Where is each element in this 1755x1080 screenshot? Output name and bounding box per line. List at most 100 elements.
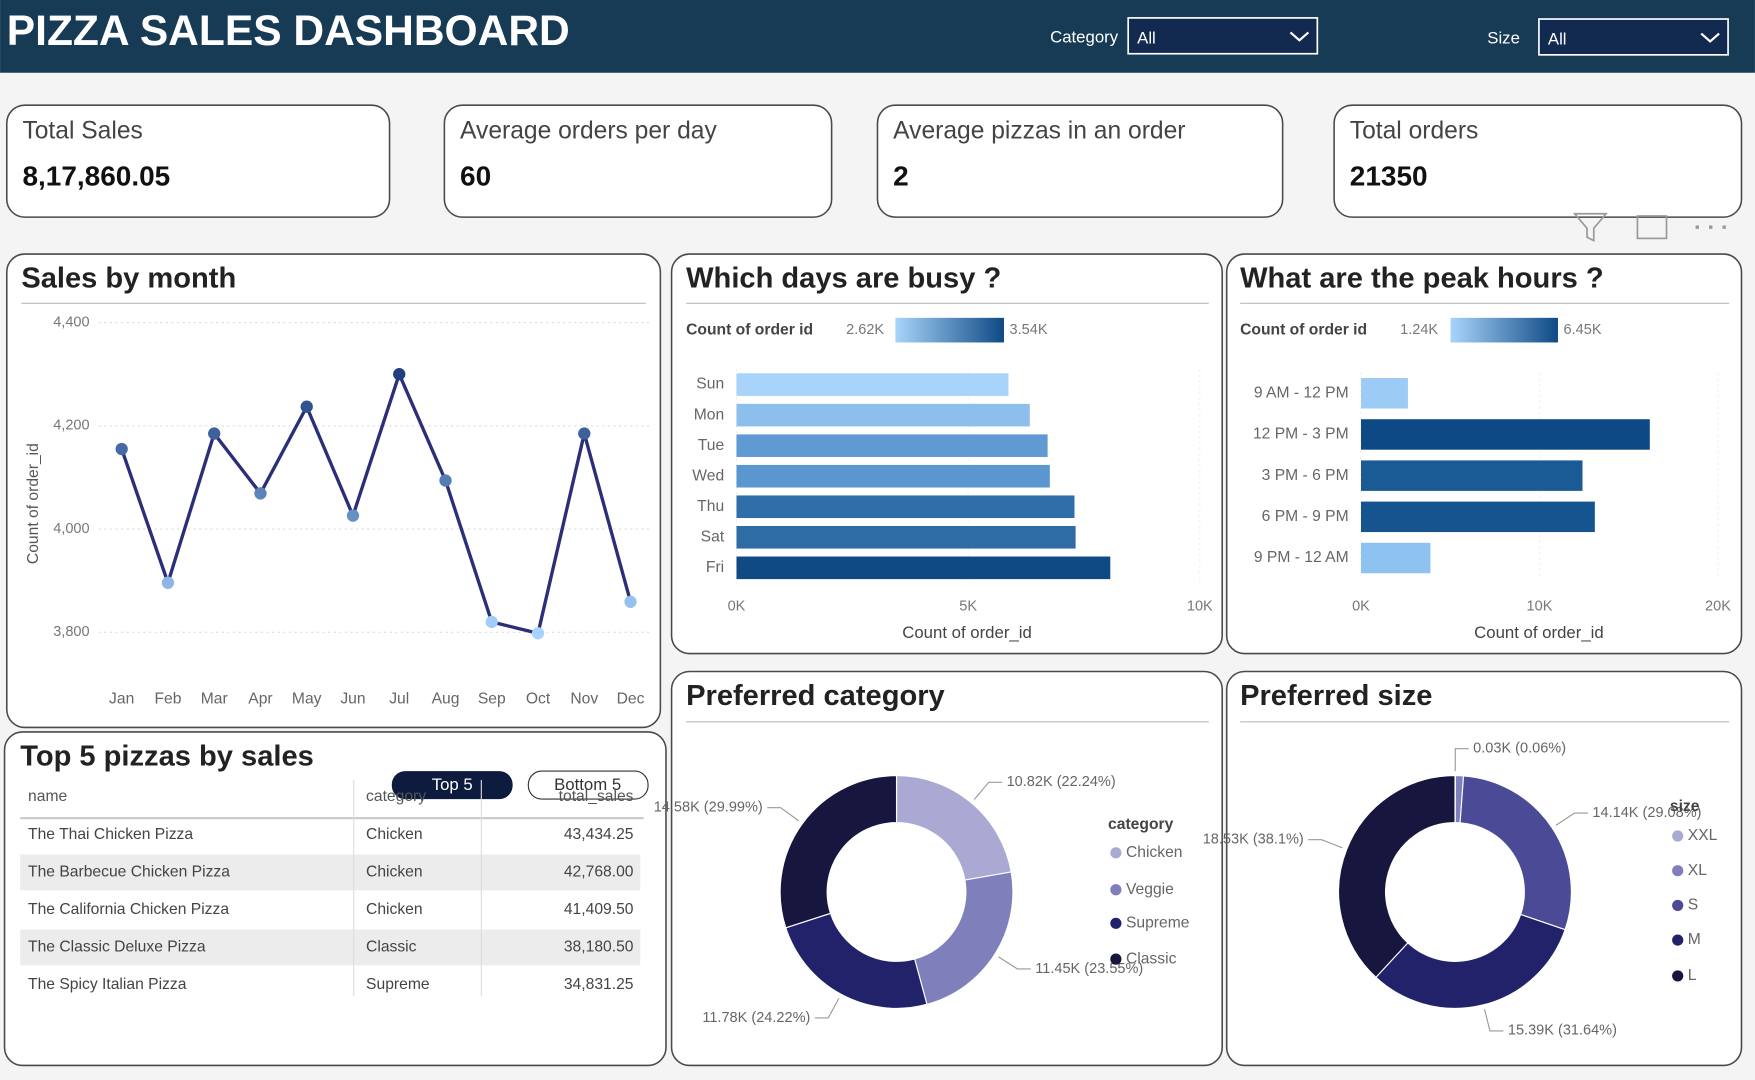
donut-slice bbox=[913, 871, 1014, 1006]
y-tick-label: 9 AM - 12 PM bbox=[1254, 384, 1349, 401]
legend-label: Veggie bbox=[1126, 881, 1174, 898]
leader-line bbox=[1555, 812, 1588, 826]
row-shade bbox=[20, 929, 641, 966]
filter-dropdown[interactable] bbox=[1127, 17, 1319, 55]
x-tick-label: Mar bbox=[201, 691, 228, 708]
chart-panel bbox=[1225, 670, 1743, 1067]
legend-max: 6.45K bbox=[1564, 322, 1602, 338]
x-axis-label: Count of order_id bbox=[1474, 623, 1604, 642]
filter-value: All bbox=[1548, 30, 1567, 49]
x-tick-label: 20K bbox=[1705, 598, 1731, 614]
legend-label: Classic bbox=[1126, 950, 1177, 967]
tab-button[interactable] bbox=[391, 771, 513, 800]
row-shade bbox=[20, 854, 641, 891]
filter-label: Size bbox=[1487, 29, 1520, 48]
legend-title: category bbox=[1108, 816, 1174, 833]
table-cell: The Classic Deluxe Pizza bbox=[28, 939, 206, 956]
table-cell: The Barbecue Chicken Pizza bbox=[28, 864, 230, 881]
x-axis-label: Count of order_id bbox=[902, 623, 1032, 642]
chart-title: Preferred size bbox=[1240, 680, 1432, 712]
filter-value: All bbox=[1137, 29, 1156, 48]
legend-swatch bbox=[1672, 865, 1684, 877]
y-tick-label: Thu bbox=[697, 498, 724, 515]
legend-swatch bbox=[1672, 970, 1684, 982]
bar bbox=[736, 556, 1111, 580]
data-label: 15.39K (31.64%) bbox=[1508, 1023, 1617, 1039]
data-label: 11.78K (24.22%) bbox=[702, 1010, 810, 1026]
x-tick-label: Nov bbox=[570, 691, 598, 708]
kpi-label: Average pizzas in an order bbox=[893, 118, 1185, 145]
data-label: 11.45K (23.55%) bbox=[1035, 961, 1143, 977]
x-tick-label: Jul bbox=[389, 691, 409, 708]
table-cell: 43,434.25 bbox=[564, 826, 634, 843]
legend-scale bbox=[1450, 317, 1558, 343]
chart-title: Sales by month bbox=[21, 262, 236, 294]
table-cell: Chicken bbox=[366, 901, 423, 918]
table-cell: The Thai Chicken Pizza bbox=[28, 826, 193, 843]
legend-swatch bbox=[1672, 830, 1684, 842]
x-tick-label: Dec bbox=[617, 691, 645, 708]
chart-panel bbox=[6, 253, 662, 729]
kpi-value: 60 bbox=[460, 160, 491, 191]
y-tick-label: Fri bbox=[706, 559, 724, 576]
table-cell: The California Chicken Pizza bbox=[28, 901, 229, 918]
legend-swatch bbox=[1110, 917, 1122, 929]
point bbox=[624, 595, 637, 608]
chart-panel bbox=[1225, 253, 1743, 655]
point bbox=[254, 487, 267, 500]
y-tick-label: Sat bbox=[701, 528, 725, 545]
kpi-value: 8,17,860.05 bbox=[22, 160, 170, 191]
column-header: category bbox=[366, 788, 426, 805]
y-tick-label: Sun bbox=[696, 376, 724, 393]
table-cell: Chicken bbox=[366, 864, 423, 881]
column-header: name bbox=[28, 788, 67, 805]
table-cell: Chicken bbox=[366, 826, 423, 843]
focus-icon[interactable] bbox=[1636, 215, 1668, 240]
kpi-value: 21350 bbox=[1350, 160, 1428, 191]
point bbox=[346, 509, 360, 522]
y-tick-label: Wed bbox=[692, 467, 724, 484]
table-cell: 38,180.50 bbox=[564, 939, 634, 956]
filter-dropdown[interactable] bbox=[1538, 18, 1729, 56]
filter-icon[interactable] bbox=[1572, 212, 1608, 242]
legend-label: L bbox=[1688, 967, 1697, 984]
y-tick-label: 6 PM - 9 PM bbox=[1262, 508, 1349, 525]
leader-line bbox=[998, 956, 1031, 970]
table-cell: 42,768.00 bbox=[564, 864, 634, 881]
x-tick-label: 0K bbox=[1352, 598, 1370, 614]
x-tick-label: Aug bbox=[432, 691, 460, 708]
bar bbox=[1360, 542, 1431, 574]
point bbox=[531, 627, 545, 640]
leader-line bbox=[973, 781, 1003, 800]
x-tick-label: 0K bbox=[728, 598, 746, 614]
bar bbox=[1360, 501, 1595, 533]
point bbox=[208, 427, 221, 440]
data-label: 18.53K (38.1%) bbox=[1203, 832, 1304, 848]
table-cell: 41,409.50 bbox=[564, 901, 634, 918]
kpi-card bbox=[6, 104, 391, 218]
bar bbox=[736, 434, 1048, 457]
chart-title: Which days are busy ? bbox=[686, 262, 1001, 294]
kpi-value: 2 bbox=[893, 160, 909, 191]
point bbox=[439, 474, 452, 487]
legend-label: M bbox=[1688, 931, 1701, 948]
bar bbox=[736, 525, 1076, 549]
legend-swatch bbox=[1672, 934, 1684, 946]
legend-swatch bbox=[1110, 953, 1122, 965]
legend-swatch bbox=[1672, 899, 1684, 912]
x-tick-label: 10K bbox=[1527, 598, 1553, 614]
point bbox=[485, 615, 498, 629]
x-tick-label: Feb bbox=[154, 691, 181, 708]
line bbox=[120, 369, 633, 636]
tab-button[interactable] bbox=[527, 770, 649, 800]
leader-line bbox=[1454, 748, 1469, 772]
y-tick-label: 12 PM - 3 PM bbox=[1253, 426, 1349, 443]
legend-title: size bbox=[1670, 798, 1700, 815]
bar bbox=[1360, 378, 1408, 409]
chart-panel bbox=[670, 670, 1223, 1067]
x-tick-label: 5K bbox=[959, 598, 977, 614]
dropdown-arrow bbox=[1289, 31, 1310, 42]
legend-title: Count of order id bbox=[686, 321, 813, 338]
legend-label: Chicken bbox=[1126, 844, 1183, 861]
